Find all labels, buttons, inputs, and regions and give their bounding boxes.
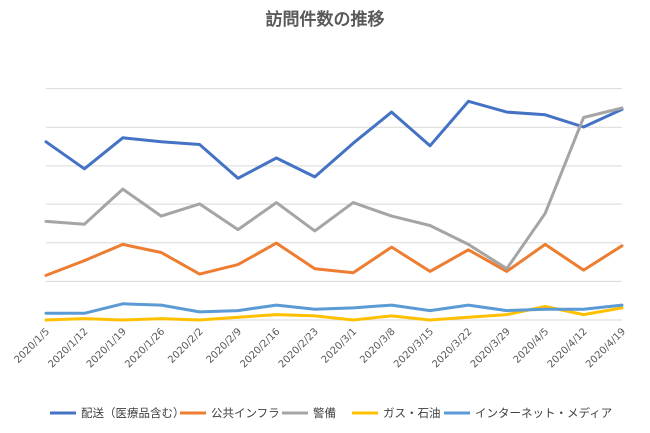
x-tick-label: 2020/3/1 — [320, 326, 360, 366]
series-line-1 — [44, 241, 624, 277]
series-line-0 — [44, 99, 624, 180]
x-tick-label: 2020/3/29 — [469, 326, 513, 370]
legend-label-0: 配送（医療品含む） — [81, 406, 185, 420]
series-line-4 — [44, 302, 624, 315]
x-tick-label: 2020/1/19 — [85, 326, 129, 370]
series-lines — [44, 99, 624, 322]
x-tick-label: 2020/1/26 — [123, 326, 167, 370]
x-tick-label: 2020/1/12 — [46, 326, 90, 370]
x-tick-label: 2020/3/22 — [430, 326, 474, 370]
x-tick-label: 2020/4/19 — [584, 326, 628, 370]
x-tick-label: 2020/4/12 — [546, 326, 590, 370]
gridlines — [46, 88, 622, 321]
legend: 配送（医療品含む） 公共インフラ 警備 ガス・石油 インターネット・メディア — [50, 406, 612, 420]
legend-label-3: ガス・石油 — [383, 406, 441, 420]
legend-label-2: 警備 — [313, 406, 336, 420]
x-tick-label: 2020/4/5 — [512, 326, 552, 366]
x-tick-label: 2020/3/8 — [358, 326, 398, 366]
x-axis-tick-labels: 2020/1/52020/1/122020/1/192020/1/262020/… — [13, 326, 629, 370]
x-tick-label: 2020/2/16 — [238, 326, 282, 370]
legend-label-1: 公共インフラ — [211, 406, 280, 420]
chart-title: 訪問件数の推移 — [266, 9, 385, 30]
series-line-2 — [44, 106, 624, 271]
x-tick-label: 2020/2/2 — [166, 326, 206, 366]
x-tick-label: 2020/2/9 — [205, 326, 245, 366]
x-tick-label: 2020/3/15 — [392, 326, 436, 370]
legend-label-4: インターネット・メディア — [475, 406, 612, 420]
x-tick-label: 2020/2/23 — [277, 326, 321, 370]
x-tick-label: 2020/1/5 — [13, 326, 53, 366]
